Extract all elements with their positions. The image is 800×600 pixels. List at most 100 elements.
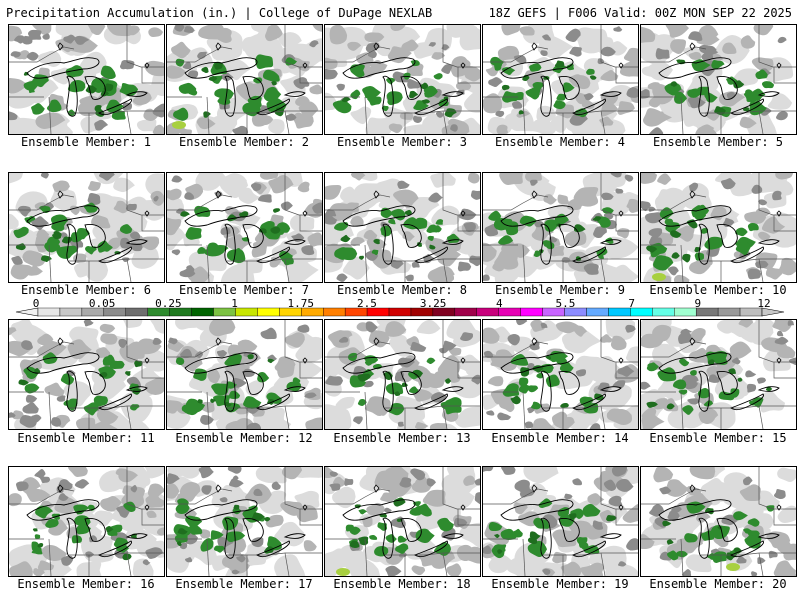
precip-cell: [497, 549, 503, 554]
precip-cell: [567, 199, 582, 211]
precip-cell: [613, 26, 623, 32]
precip-cell: [566, 63, 574, 71]
precip-cell: [113, 537, 129, 549]
lake-coastline: [98, 246, 132, 264]
precip-cell: [704, 92, 718, 103]
lake-coastline: [400, 518, 422, 542]
state-border: [126, 25, 164, 68]
lake-coastline: [66, 370, 78, 412]
precip-cell: [718, 91, 746, 107]
precip-cell: [708, 374, 721, 383]
state-border: [167, 341, 233, 358]
precip-cell: [610, 173, 622, 178]
state-border: [483, 488, 549, 505]
lake-coastline: [540, 370, 552, 412]
state-border: [600, 173, 638, 216]
precip-cell: [100, 333, 118, 345]
precip-cell: [255, 467, 287, 484]
precip-cell: [641, 407, 657, 420]
precip-cell: [684, 533, 698, 543]
precip-cell: [247, 422, 262, 429]
lake-coastline: [698, 370, 710, 412]
precip-cell: [510, 255, 540, 278]
lake-coastline: [441, 533, 464, 539]
precip-cell: [227, 467, 242, 474]
lake-coastline: [26, 499, 100, 521]
precip-cell: [747, 268, 762, 280]
state-border: [600, 320, 638, 363]
precip-cell: [220, 72, 234, 82]
precip-cell: [648, 127, 664, 134]
precip-cell: [488, 521, 503, 532]
precip-cell: [100, 65, 116, 80]
precip-cell: [568, 74, 583, 86]
state-border: [126, 552, 132, 576]
ensemble-map-10: [640, 172, 797, 283]
precip-cell: [74, 479, 90, 489]
precip-cell: [325, 548, 350, 567]
precip-cell: [397, 421, 404, 427]
precip-cell: [707, 359, 715, 365]
state-border: [758, 320, 796, 363]
precip-cell: [575, 369, 587, 377]
lake-coastline: [540, 75, 552, 117]
precip-cell: [775, 173, 794, 180]
precip-cell: [399, 477, 412, 488]
precip-cell: [11, 255, 23, 265]
precip-cell: [423, 85, 438, 98]
precip-cell: [225, 531, 246, 543]
precip-cell: [281, 256, 293, 264]
precip-cell: [460, 332, 474, 342]
precip-cell: [486, 410, 495, 416]
precip-cell: [381, 105, 389, 112]
precip-cell: [167, 400, 185, 414]
precip-cell: [349, 540, 360, 548]
lake-coastline: [242, 224, 264, 248]
lake-coastline: [184, 352, 258, 374]
precip-cell: [278, 32, 302, 48]
precip-cell: [568, 513, 577, 520]
state-border: [442, 405, 448, 429]
state-border: [680, 538, 684, 576]
precip-cell: [208, 76, 218, 82]
precip-cell: [167, 217, 182, 236]
colorbar-bin: [608, 307, 631, 317]
lake-coastline: [84, 76, 106, 100]
ensemble-map-6: [8, 172, 165, 283]
precip-cell: [397, 180, 410, 190]
precip-cell: [459, 26, 480, 51]
precip-cell: [16, 481, 29, 492]
precip-cell: [174, 532, 188, 544]
precip-cell: [745, 110, 777, 134]
precip-cell: [173, 107, 189, 121]
lake-coastline: [382, 517, 394, 559]
precip-cell: [40, 173, 49, 179]
precip-cell: [700, 530, 715, 541]
precip-cell: [285, 113, 297, 121]
precip-cell: [356, 322, 369, 332]
state-border: [126, 258, 132, 282]
precip-cell: [626, 198, 638, 212]
precip-cell: [441, 469, 476, 497]
state-border: [680, 391, 684, 429]
precip-cell: [407, 78, 422, 89]
precip-cell: [581, 100, 595, 110]
precip-cell: [524, 421, 534, 429]
precip-cell: [65, 65, 84, 78]
precip-cell: [435, 219, 444, 225]
precip-cell: [755, 207, 771, 217]
precip-cell: [608, 495, 623, 507]
precip-cell: [615, 478, 634, 492]
precip-cell: [616, 228, 630, 239]
precip-cell: [601, 101, 619, 117]
precip-cell: [390, 25, 406, 31]
precip-cell: [666, 403, 675, 410]
lake-coastline: [558, 371, 580, 395]
lake-coastline: [283, 239, 306, 245]
precip-cell: [19, 415, 38, 428]
precip-cell: [38, 50, 62, 67]
precip-cell: [93, 421, 118, 429]
state-border: [126, 467, 164, 510]
precip-cell: [365, 42, 380, 54]
lake-coastline: [400, 76, 422, 100]
